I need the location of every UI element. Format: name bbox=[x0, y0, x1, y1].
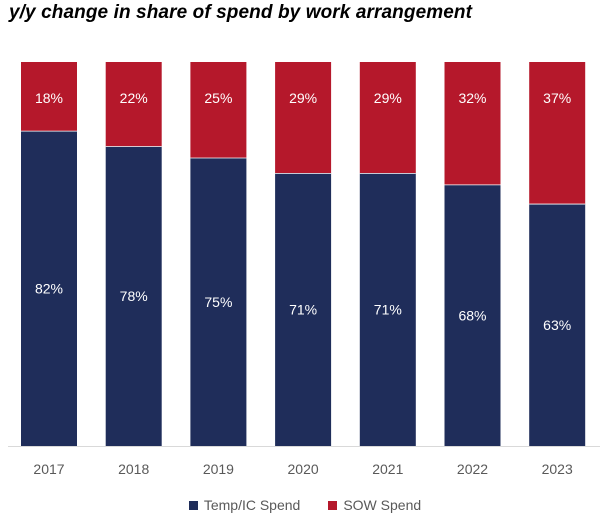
bar-temp-ic-2017 bbox=[21, 131, 77, 446]
data-label-sow-2020: 29% bbox=[289, 90, 317, 106]
legend-label-temp-ic: Temp/IC Spend bbox=[203, 497, 301, 513]
data-label-sow-2021: 29% bbox=[374, 90, 402, 106]
x-tick-label-2023: 2023 bbox=[542, 461, 573, 477]
bar-sow-2020 bbox=[275, 62, 332, 174]
data-label-sow-2022: 32% bbox=[458, 90, 486, 106]
data-label-temp-ic-2022: 68% bbox=[458, 307, 486, 323]
legend-swatch-temp-ic bbox=[188, 500, 198, 510]
legend-swatch-sow bbox=[328, 500, 338, 510]
x-tick-label-2022: 2022 bbox=[457, 461, 488, 477]
bar-sow-2017 bbox=[21, 62, 77, 132]
data-label-sow-2019: 25% bbox=[204, 90, 232, 106]
data-label-temp-ic-2023: 63% bbox=[543, 317, 571, 333]
data-label-sow-2017: 18% bbox=[35, 90, 63, 106]
bar-sow-2022 bbox=[444, 62, 501, 185]
x-tick-label-2020: 2020 bbox=[288, 461, 319, 477]
bar-sow-2018 bbox=[105, 62, 162, 147]
bar-sow-2023 bbox=[529, 62, 586, 205]
x-tick-label-2021: 2021 bbox=[372, 461, 403, 477]
bar-sow-2021 bbox=[359, 62, 416, 174]
data-label-sow-2023: 37% bbox=[543, 90, 571, 106]
bar-temp-ic-2021 bbox=[359, 173, 416, 447]
data-label-temp-ic-2020: 71% bbox=[289, 302, 317, 318]
legend: Temp/IC Spend SOW Spend bbox=[0, 497, 610, 513]
data-label-temp-ic-2018: 78% bbox=[120, 288, 148, 304]
x-tick-label-2017: 2017 bbox=[33, 461, 64, 477]
bar-sow-2019 bbox=[190, 62, 247, 158]
legend-label-sow: SOW Spend bbox=[343, 497, 422, 513]
legend-item-sow: SOW Spend bbox=[328, 497, 421, 513]
data-label-temp-ic-2019: 75% bbox=[204, 294, 232, 310]
bar-temp-ic-2023 bbox=[529, 204, 586, 446]
bar-temp-ic-2022 bbox=[444, 184, 501, 446]
data-label-temp-ic-2017: 82% bbox=[35, 281, 63, 297]
legend-item-temp-ic: Temp/IC Spend bbox=[188, 497, 301, 513]
bar-temp-ic-2020 bbox=[275, 173, 332, 447]
x-tick-label-2018: 2018 bbox=[118, 461, 149, 477]
x-tick-label-2019: 2019 bbox=[203, 461, 234, 477]
data-label-sow-2018: 22% bbox=[120, 90, 148, 106]
data-label-temp-ic-2021: 71% bbox=[374, 302, 402, 318]
chart-title: y/y change in share of spend by work arr… bbox=[9, 2, 473, 23]
bar-temp-ic-2019 bbox=[190, 158, 247, 446]
bar-temp-ic-2018 bbox=[105, 146, 162, 447]
